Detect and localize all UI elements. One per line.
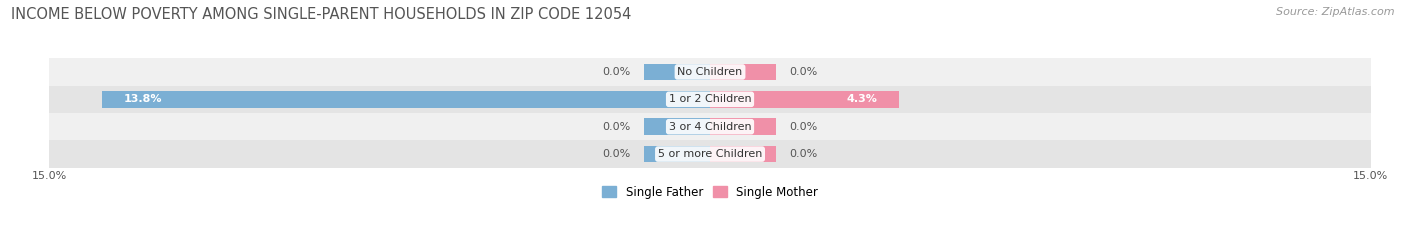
Bar: [710, 64, 776, 80]
Text: 0.0%: 0.0%: [603, 67, 631, 77]
Text: 5 or more Children: 5 or more Children: [658, 149, 762, 159]
Text: 0.0%: 0.0%: [789, 67, 817, 77]
Text: 0.0%: 0.0%: [603, 149, 631, 159]
Bar: [49, 58, 1371, 86]
Text: 0.0%: 0.0%: [789, 122, 817, 132]
Text: 13.8%: 13.8%: [124, 94, 163, 104]
Bar: [710, 91, 900, 108]
Bar: [710, 118, 776, 135]
Text: 4.3%: 4.3%: [846, 94, 877, 104]
Bar: [644, 64, 710, 80]
Text: No Children: No Children: [678, 67, 742, 77]
Text: Source: ZipAtlas.com: Source: ZipAtlas.com: [1277, 7, 1395, 17]
Bar: [49, 113, 1371, 140]
Bar: [710, 146, 776, 162]
Bar: [644, 118, 710, 135]
Text: 0.0%: 0.0%: [603, 122, 631, 132]
Bar: [49, 140, 1371, 168]
Text: INCOME BELOW POVERTY AMONG SINGLE-PARENT HOUSEHOLDS IN ZIP CODE 12054: INCOME BELOW POVERTY AMONG SINGLE-PARENT…: [11, 7, 631, 22]
Legend: Single Father, Single Mother: Single Father, Single Mother: [598, 181, 823, 203]
Bar: [103, 91, 710, 108]
Text: 1 or 2 Children: 1 or 2 Children: [669, 94, 751, 104]
Text: 3 or 4 Children: 3 or 4 Children: [669, 122, 751, 132]
Bar: [644, 146, 710, 162]
Text: 0.0%: 0.0%: [789, 149, 817, 159]
Bar: [49, 86, 1371, 113]
